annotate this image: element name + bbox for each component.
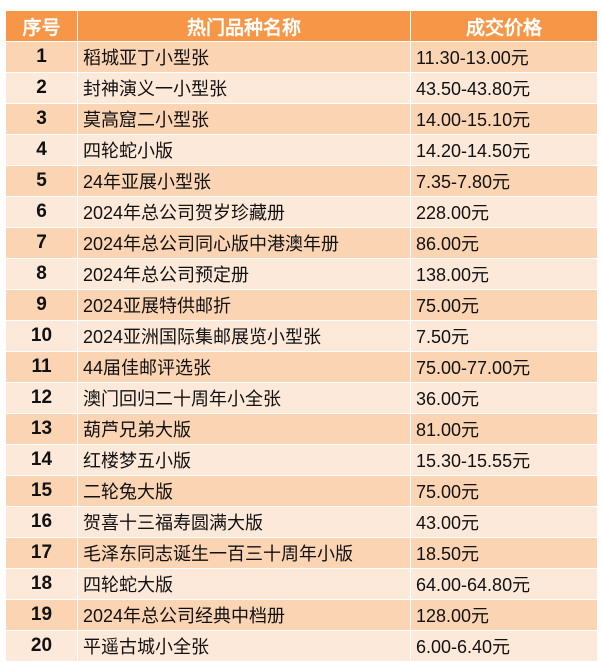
cell-index: 3 [5,103,78,135]
cell-price: 75.00元 [410,475,598,507]
cell-price: 14.20-14.50元 [410,134,598,166]
table-row: 11 44届佳邮评选张 75.00-77.00元 [5,351,598,383]
cell-price: 64.00-64.80元 [410,568,598,600]
cell-price: 75.00-77.00元 [410,351,598,383]
cell-index: 10 [5,320,78,352]
cell-price: 15.30-15.55元 [410,444,598,476]
cell-price: 43.00元 [410,506,598,538]
table-row: 20 平遥古城小全张 6.00-6.40元 [5,630,598,662]
table-row: 15 二轮兔大版 75.00元 [5,475,598,507]
cell-name: 封神演义一小型张 [77,72,411,104]
cell-index: 14 [5,444,78,476]
table-row: 5 24年亚展小型张 7.35-7.80元 [5,165,598,197]
cell-price: 138.00元 [410,258,598,290]
table-row: 6 2024年总公司贺岁珍藏册 228.00元 [5,196,598,228]
cell-index: 13 [5,413,78,445]
table-row: 14 红楼梦五小版 15.30-15.55元 [5,444,598,476]
cell-index: 4 [5,134,78,166]
cell-index: 18 [5,568,78,600]
header-index: 序号 [5,10,78,42]
cell-price: 81.00元 [410,413,598,445]
cell-name: 莫高窟二小型张 [77,103,411,135]
cell-index: 7 [5,227,78,259]
header-price: 成交价格 [410,10,598,42]
cell-index: 5 [5,165,78,197]
cell-index: 12 [5,382,78,414]
table-row: 17 毛泽东同志诞生一百三十周年小版 18.50元 [5,537,598,569]
table-row: 19 2024年总公司经典中档册 128.00元 [5,599,598,631]
cell-price: 7.35-7.80元 [410,165,598,197]
cell-name: 葫芦兄弟大版 [77,413,411,445]
cell-price: 6.00-6.40元 [410,630,598,662]
cell-price: 43.50-43.80元 [410,72,598,104]
table-row: 8 2024年总公司预定册 138.00元 [5,258,598,290]
table-row: 9 2024亚展特供邮折 75.00元 [5,289,598,321]
cell-index: 15 [5,475,78,507]
table-row: 12 澳门回归二十周年小全张 36.00元 [5,382,598,414]
table-header: 序号 热门品种名称 成交价格 [5,10,598,42]
cell-index: 17 [5,537,78,569]
cell-name: 2024年总公司预定册 [77,258,411,290]
cell-name: 四轮蛇小版 [77,134,411,166]
cell-name: 平遥古城小全张 [77,630,411,662]
cell-name: 2024年总公司同心版中港澳年册 [77,227,411,259]
table-row: 18 四轮蛇大版 64.00-64.80元 [5,568,598,600]
cell-index: 16 [5,506,78,538]
cell-price: 75.00元 [410,289,598,321]
table-row: 13 葫芦兄弟大版 81.00元 [5,413,598,445]
cell-index: 2 [5,72,78,104]
cell-index: 9 [5,289,78,321]
cell-name: 二轮兔大版 [77,475,411,507]
table-row: 4 四轮蛇小版 14.20-14.50元 [5,134,598,166]
cell-name: 澳门回归二十周年小全张 [77,382,411,414]
header-name: 热门品种名称 [77,10,411,42]
cell-price: 128.00元 [410,599,598,631]
table-row: 2 封神演义一小型张 43.50-43.80元 [5,72,598,104]
cell-name: 2024亚展特供邮折 [77,289,411,321]
cell-name: 2024年总公司贺岁珍藏册 [77,196,411,228]
cell-index: 8 [5,258,78,290]
table-row: 16 贺喜十三福寿圆满大版 43.00元 [5,506,598,538]
cell-name: 毛泽东同志诞生一百三十周年小版 [77,537,411,569]
cell-price: 11.30-13.00元 [410,41,598,73]
table-row: 7 2024年总公司同心版中港澳年册 86.00元 [5,227,598,259]
cell-index: 19 [5,599,78,631]
cell-price: 86.00元 [410,227,598,259]
cell-price: 228.00元 [410,196,598,228]
cell-price: 18.50元 [410,537,598,569]
cell-index: 20 [5,630,78,662]
cell-price: 14.00-15.10元 [410,103,598,135]
cell-name: 稻城亚丁小型张 [77,41,411,73]
cell-name: 红楼梦五小版 [77,444,411,476]
cell-index: 11 [5,351,78,383]
cell-name: 24年亚展小型张 [77,165,411,197]
cell-index: 1 [5,41,78,73]
cell-name: 2024年总公司经典中档册 [77,599,411,631]
cell-name: 2024亚洲国际集邮展览小型张 [77,320,411,352]
cell-price: 7.50元 [410,320,598,352]
cell-price: 36.00元 [410,382,598,414]
cell-index: 6 [5,196,78,228]
cell-name: 44届佳邮评选张 [77,351,411,383]
price-table: 序号 热门品种名称 成交价格 1 稻城亚丁小型张 11.30-13.00元 2 封神演义… [5,10,598,662]
table-row: 3 莫高窟二小型张 14.00-15.10元 [5,103,598,135]
cell-name: 贺喜十三福寿圆满大版 [77,506,411,538]
table-row: 1 稻城亚丁小型张 11.30-13.00元 [5,41,598,73]
table-row: 10 2024亚洲国际集邮展览小型张 7.50元 [5,320,598,352]
cell-name: 四轮蛇大版 [77,568,411,600]
